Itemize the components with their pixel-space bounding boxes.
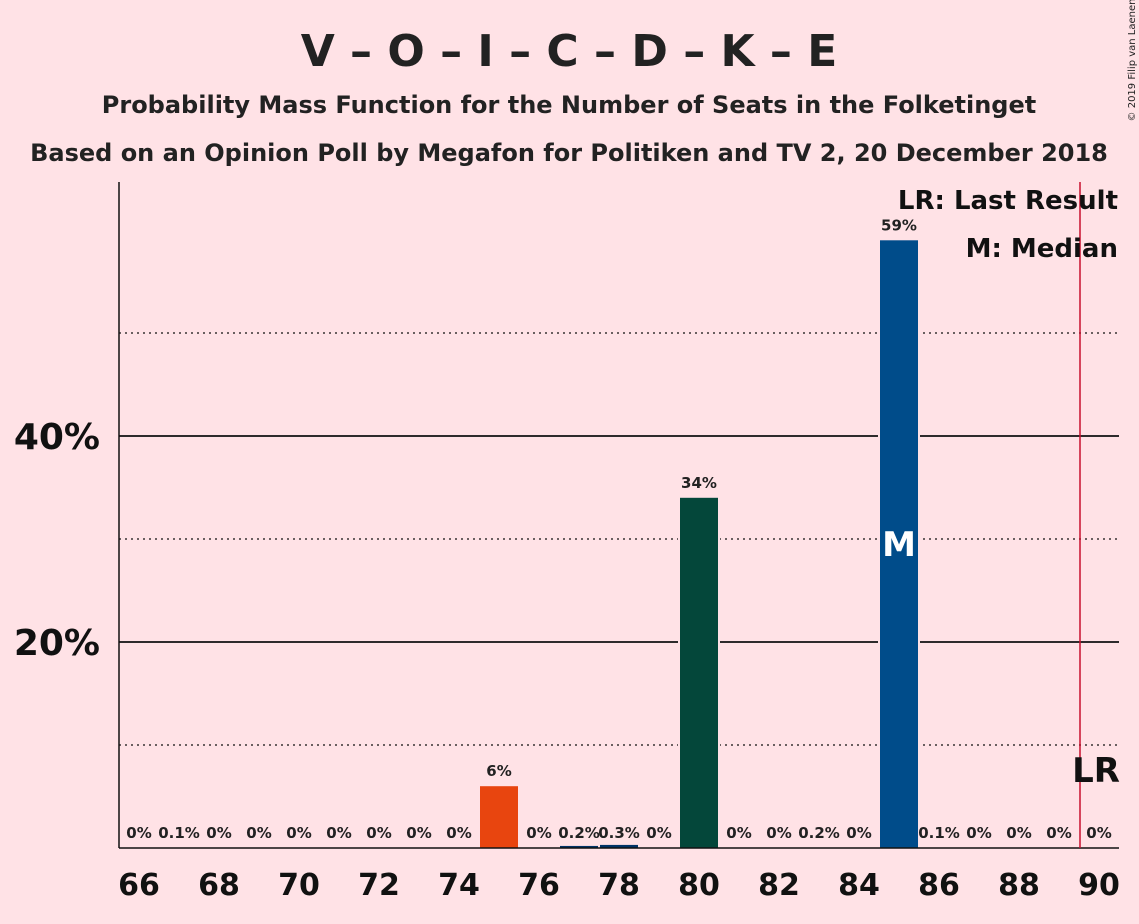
copyright-notice: © 2019 Filip van Laenen bbox=[1127, 0, 1138, 121]
x-tick-label: 86 bbox=[918, 868, 960, 903]
value-label: 0% bbox=[286, 824, 311, 842]
y-tick-label: 20% bbox=[14, 623, 100, 664]
x-tick-label: 72 bbox=[358, 868, 400, 903]
bar bbox=[480, 786, 518, 848]
median-marker: M bbox=[882, 525, 916, 565]
value-label: 0% bbox=[206, 824, 231, 842]
x-tick-label: 76 bbox=[518, 868, 560, 903]
x-tick-label: 70 bbox=[278, 868, 320, 903]
value-label: 0% bbox=[726, 824, 751, 842]
value-label: 6% bbox=[486, 762, 511, 780]
value-label: 0% bbox=[126, 824, 151, 842]
chart-title: V – O – I – C – D – K – E bbox=[301, 26, 838, 77]
x-tick-label: 88 bbox=[998, 868, 1040, 903]
last-result-marker: LR bbox=[1072, 751, 1120, 791]
value-label: 0% bbox=[646, 824, 671, 842]
value-label: 0.2% bbox=[798, 824, 840, 842]
value-label: 0% bbox=[1086, 824, 1111, 842]
value-label: 0% bbox=[246, 824, 271, 842]
x-tick-label: 68 bbox=[198, 868, 240, 903]
value-label: 0% bbox=[966, 824, 991, 842]
value-label: 0.2% bbox=[558, 824, 600, 842]
chart-subtitle-2: Based on an Opinion Poll by Megafon for … bbox=[30, 139, 1108, 167]
value-label: 0.1% bbox=[918, 824, 960, 842]
value-label: 0% bbox=[406, 824, 431, 842]
value-labels: 0% 0.1% 0% 0% 0% 0% 0% 0% 0%6%0% 0.2%0.3% 0%34%0% 0… bbox=[126, 216, 1111, 842]
bar bbox=[600, 844, 638, 848]
x-tick-label: 66 bbox=[118, 868, 160, 903]
value-label: 34% bbox=[681, 474, 717, 492]
x-tick-label: 78 bbox=[598, 868, 640, 903]
chart-subtitle-1: Probability Mass Function for the Number… bbox=[102, 91, 1036, 119]
value-label: 0% bbox=[846, 824, 871, 842]
bar bbox=[560, 845, 598, 848]
x-tick-label: 90 bbox=[1078, 868, 1120, 903]
value-label: 59% bbox=[881, 216, 917, 234]
bars bbox=[478, 240, 920, 849]
value-label: 0% bbox=[366, 824, 391, 842]
legend-median: M: Median bbox=[966, 234, 1118, 264]
value-label: 0% bbox=[766, 824, 791, 842]
x-axis-ticks: 66 68 70 72 74 76 78 80 82 84 86 88 90 bbox=[118, 868, 1120, 903]
bar bbox=[880, 240, 918, 849]
value-label: 0% bbox=[1006, 824, 1031, 842]
value-label: 0.1% bbox=[158, 824, 200, 842]
x-tick-label: 80 bbox=[678, 868, 720, 903]
x-tick-label: 82 bbox=[758, 868, 800, 903]
x-tick-label: 84 bbox=[838, 868, 880, 903]
value-label: 0.3% bbox=[598, 824, 640, 842]
legend-last-result: LR: Last Result bbox=[898, 186, 1118, 216]
y-tick-label: 40% bbox=[14, 417, 100, 458]
value-label: 0% bbox=[1046, 824, 1071, 842]
gridlines bbox=[119, 332, 1119, 746]
bar bbox=[680, 497, 718, 848]
x-tick-label: 74 bbox=[438, 868, 480, 903]
y-axis-ticks: 20% 40% bbox=[14, 417, 100, 664]
value-label: 0% bbox=[526, 824, 551, 842]
value-label: 0% bbox=[446, 824, 471, 842]
value-label: 0% bbox=[326, 824, 351, 842]
